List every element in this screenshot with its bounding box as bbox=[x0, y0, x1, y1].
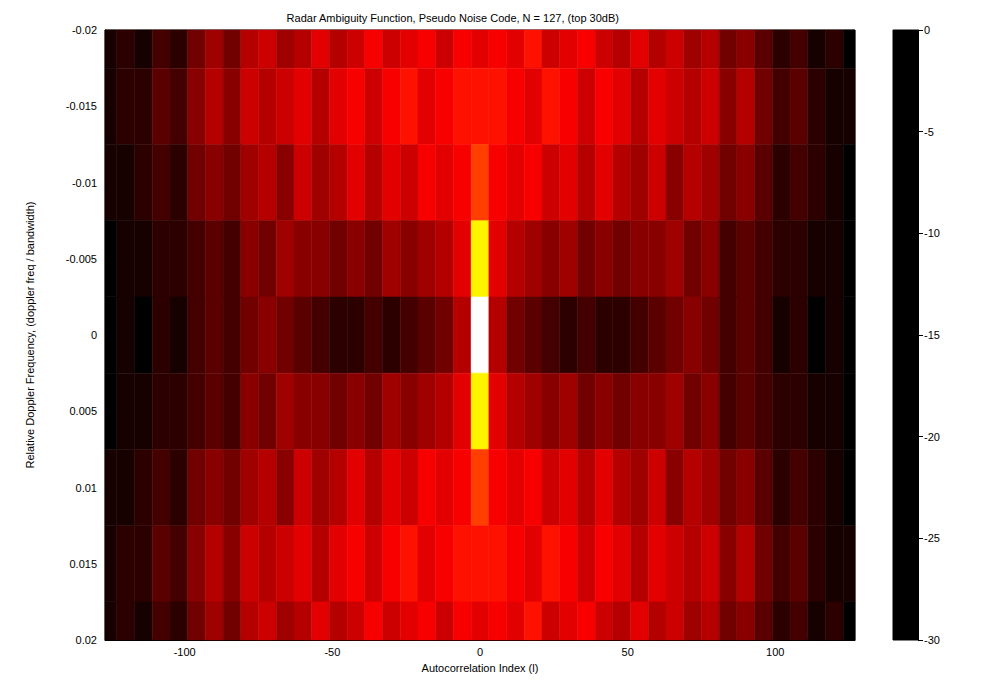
svg-text:-50: -50 bbox=[324, 646, 340, 658]
svg-text:-100: -100 bbox=[174, 646, 196, 658]
svg-text:0: 0 bbox=[91, 329, 97, 341]
svg-text:-0.02: -0.02 bbox=[72, 24, 97, 36]
svg-text:-0.01: -0.01 bbox=[72, 177, 97, 189]
svg-text:-0.005: -0.005 bbox=[66, 253, 97, 265]
svg-text:-20: -20 bbox=[924, 431, 940, 443]
svg-text:Radar Ambiguity Function, Pseu: Radar Ambiguity Function, Pseudo Noise C… bbox=[287, 12, 619, 24]
svg-text:0.015: 0.015 bbox=[69, 558, 97, 570]
svg-text:0.02: 0.02 bbox=[76, 634, 97, 646]
svg-text:-25: -25 bbox=[924, 532, 940, 544]
svg-text:0.005: 0.005 bbox=[69, 405, 97, 417]
svg-text:0: 0 bbox=[924, 24, 930, 36]
svg-text:-5: -5 bbox=[924, 126, 934, 138]
svg-text:100: 100 bbox=[766, 646, 784, 658]
svg-text:50: 50 bbox=[622, 646, 634, 658]
svg-text:-15: -15 bbox=[924, 329, 940, 341]
svg-text:0.01: 0.01 bbox=[76, 482, 97, 494]
svg-text:-0.015: -0.015 bbox=[66, 100, 97, 112]
svg-text:0: 0 bbox=[477, 646, 483, 658]
svg-text:-30: -30 bbox=[924, 634, 940, 646]
svg-text:Autocorrelation Index (l): Autocorrelation Index (l) bbox=[422, 662, 539, 674]
svg-text:Relative Doppler Frequency, (d: Relative Doppler Frequency, (doppler fre… bbox=[24, 202, 36, 469]
svg-text:-10: -10 bbox=[924, 227, 940, 239]
